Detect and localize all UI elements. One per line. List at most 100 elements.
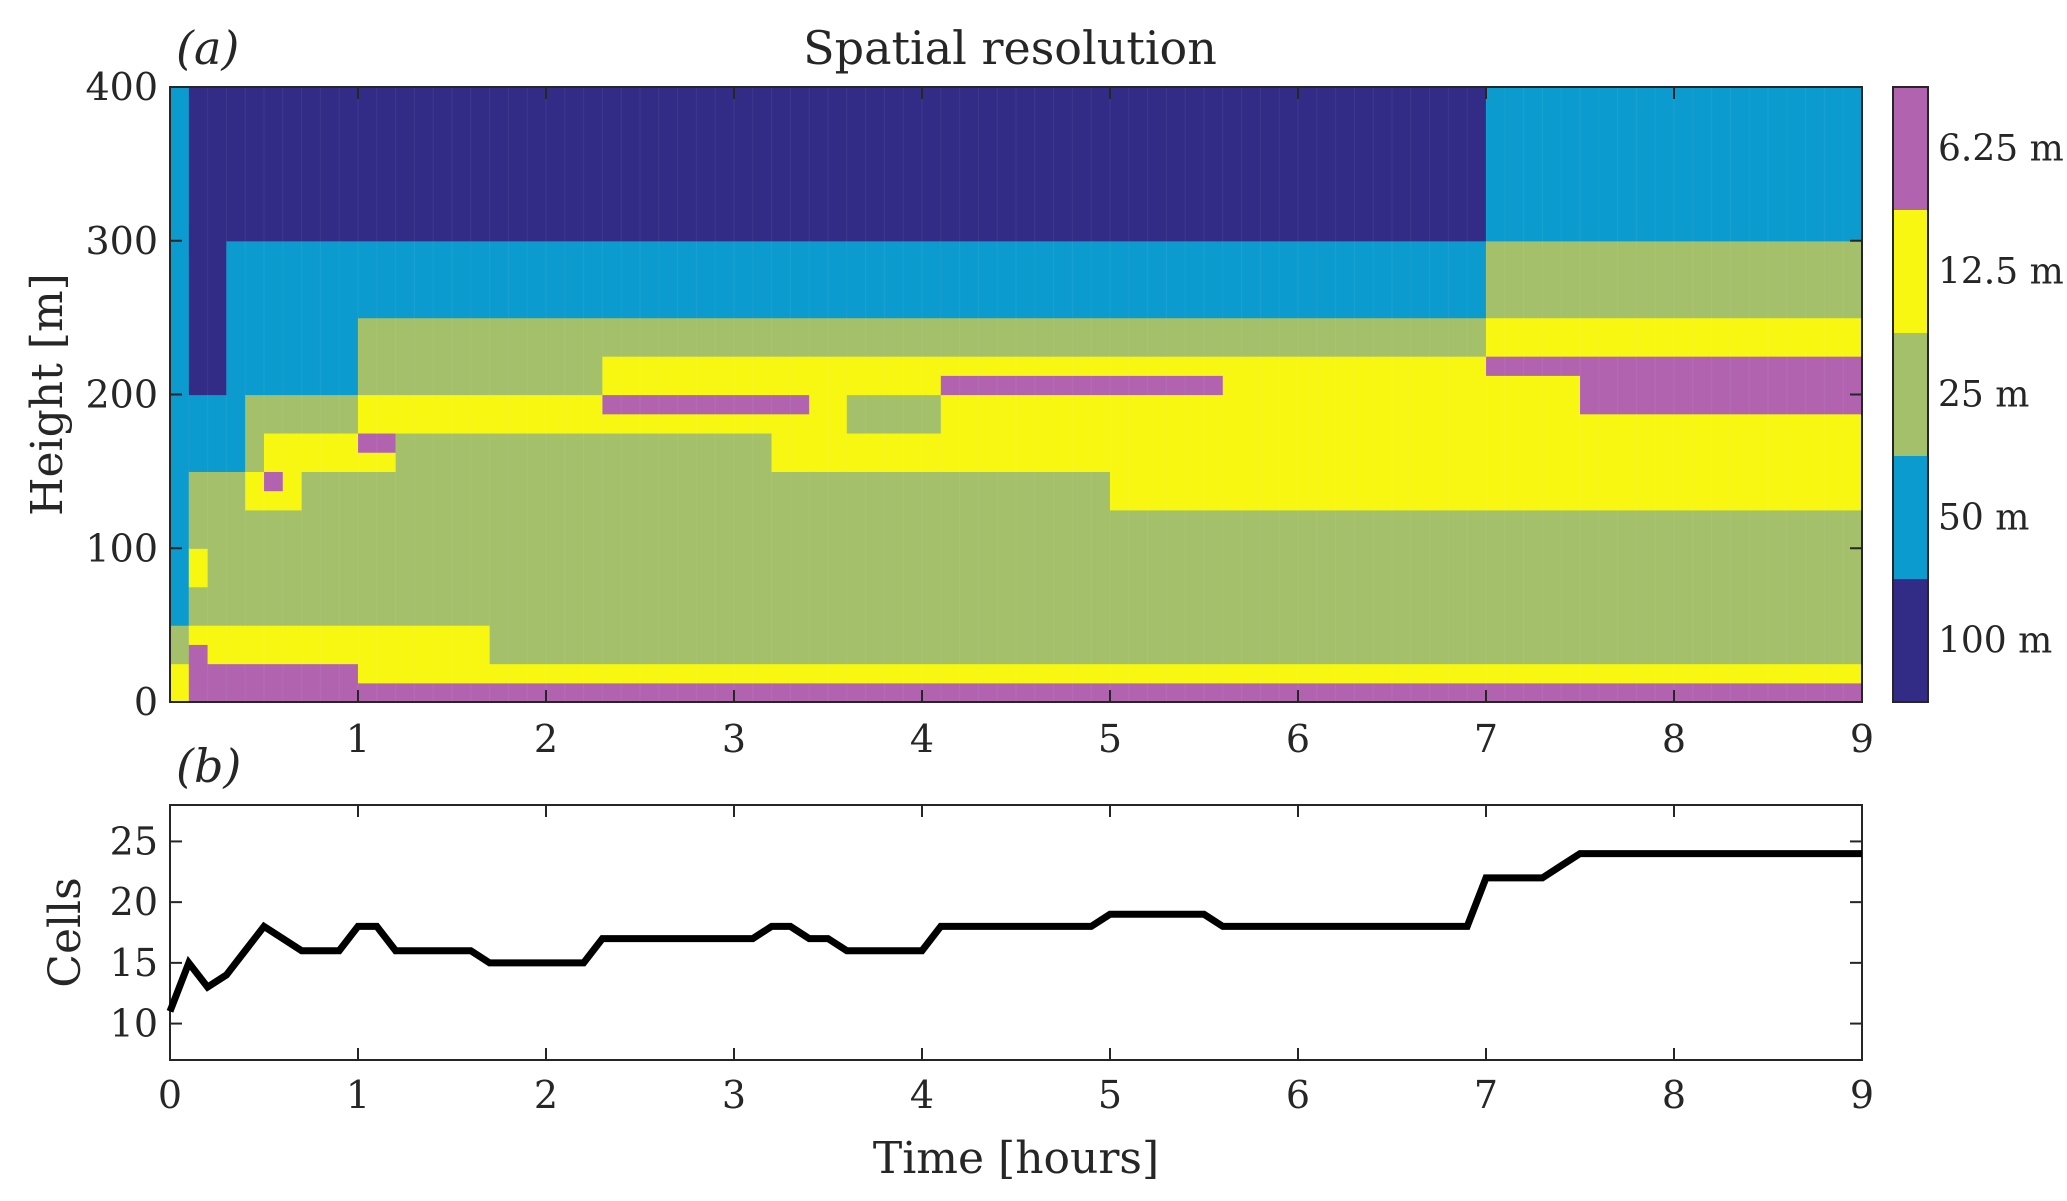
heatmap-cell <box>771 413 810 472</box>
heatmap-cell <box>940 356 1111 376</box>
heatmap-cell <box>1222 317 1487 357</box>
heatmap-cell <box>282 663 303 703</box>
x-tick-label: 7 <box>1474 1073 1498 1117</box>
heatmap-cell <box>771 682 810 703</box>
heatmap-cell <box>809 663 848 684</box>
heatmap-cell <box>282 432 303 472</box>
heatmap-cell <box>1486 682 1581 703</box>
plot-b-frame <box>169 804 1863 1061</box>
heatmap-cell <box>1486 509 1581 665</box>
heatmap-cell <box>301 625 359 665</box>
heatmap-cell <box>226 663 246 703</box>
heatmap-cell <box>771 356 810 396</box>
heatmap-cell <box>358 240 397 319</box>
heatmap-cell <box>358 682 397 703</box>
heatmap-cell <box>846 394 942 434</box>
plot-b-ticks: 0 1 2 3 4 5 6 7 8 9 10 15 20 25 <box>110 805 1874 1117</box>
x-tick-label: 1 <box>346 717 370 761</box>
heatmap-cell <box>1222 682 1487 703</box>
colorbar-swatch <box>1893 456 1928 580</box>
heatmap-cell <box>1486 663 1581 684</box>
heatmap-cell <box>846 356 942 396</box>
heatmap-cell <box>282 240 303 396</box>
heatmap-cell <box>264 509 284 626</box>
heatmap-cell <box>188 548 209 588</box>
heatmap-cells <box>170 87 1863 703</box>
y-tick-label: 0 <box>134 680 158 724</box>
x-tick-label: 5 <box>1098 717 1122 761</box>
heatmap-cell <box>1580 682 1863 703</box>
heatmap-cell <box>1580 317 1863 357</box>
heatmap-cell <box>226 87 246 242</box>
heatmap-cell <box>1222 240 1487 319</box>
heatmap-cell <box>1580 509 1863 665</box>
heatmap-cell <box>264 432 284 472</box>
heatmap-cell <box>1110 317 1224 357</box>
x-tick-label: 2 <box>534 1073 558 1117</box>
x-tick-label: 3 <box>722 1073 746 1117</box>
heatmap-cell <box>358 452 397 472</box>
heatmap-cell <box>809 471 848 665</box>
heatmap-cell <box>602 240 773 319</box>
y-tick-label: 25 <box>110 819 158 863</box>
x-tick-label: 8 <box>1662 717 1686 761</box>
x-tick-label: 8 <box>1662 1073 1686 1117</box>
heatmap-cell <box>1486 240 1581 319</box>
heatmap-cell <box>940 87 1111 242</box>
heatmap-cell <box>301 240 359 396</box>
heatmap-cell <box>809 87 848 242</box>
heatmap-cell <box>395 432 491 626</box>
heatmap-cell <box>1110 356 1224 376</box>
colorbar-label: 25 m <box>1938 375 2029 416</box>
heatmap-cell <box>395 625 491 684</box>
heatmap-cell <box>846 663 942 684</box>
y-tick-label: 300 <box>85 219 158 263</box>
heatmap-cell <box>602 663 773 684</box>
heatmap-cell <box>1486 375 1581 511</box>
heatmap-cell <box>602 317 773 357</box>
y-tick-label: 400 <box>85 65 158 109</box>
heatmap-cell <box>1580 413 1863 511</box>
colorbar-swatch <box>1893 87 1928 211</box>
heatmap-cell <box>358 625 397 684</box>
heatmap-cell <box>358 432 397 453</box>
heatmap-cell <box>207 394 227 472</box>
x-tick-label: 3 <box>722 717 746 761</box>
heatmap-cell <box>602 87 773 242</box>
heatmap-cell <box>395 682 491 703</box>
heatmap-cell <box>1222 663 1487 684</box>
heatmap-cell <box>771 317 810 357</box>
y-tick-label: 10 <box>110 1002 158 1046</box>
heatmap-cell <box>846 682 942 703</box>
heatmap-cell <box>188 586 209 626</box>
colorbar: 6.25 m 12.5 m 25 m 50 m 100 m <box>1892 86 2064 703</box>
x-tick-label: 5 <box>1098 1073 1122 1117</box>
heatmap-cell <box>940 663 1111 684</box>
heatmap-cell <box>188 394 209 472</box>
heatmap-cell <box>1580 663 1863 684</box>
heatmap-cell <box>940 317 1111 357</box>
heatmap-cell <box>301 394 359 434</box>
heatmap-cell <box>395 394 491 434</box>
heatmap-cell <box>301 432 359 472</box>
heatmap-cell <box>245 240 265 396</box>
heatmap-cell <box>1110 682 1224 703</box>
heatmap-cell <box>940 375 1111 396</box>
heatmap-cell <box>602 394 773 415</box>
heatmap-cell <box>395 87 491 242</box>
heatmap-cell <box>282 394 303 434</box>
y-tick-label: 20 <box>110 880 158 924</box>
heatmap-cell <box>301 87 359 242</box>
heatmap-cell <box>1110 375 1224 396</box>
heatmap-cell <box>846 240 942 319</box>
heatmap-cell <box>264 471 284 492</box>
colorbar-swatch <box>1893 333 1928 457</box>
heatmap-cell <box>602 413 773 434</box>
heatmap-cell <box>771 394 810 415</box>
heatmap-cell <box>358 471 397 626</box>
heatmap-cell <box>170 663 190 703</box>
heatmap-cell <box>489 394 603 434</box>
heatmap-cell <box>264 87 284 242</box>
heatmap-cell <box>226 625 246 665</box>
